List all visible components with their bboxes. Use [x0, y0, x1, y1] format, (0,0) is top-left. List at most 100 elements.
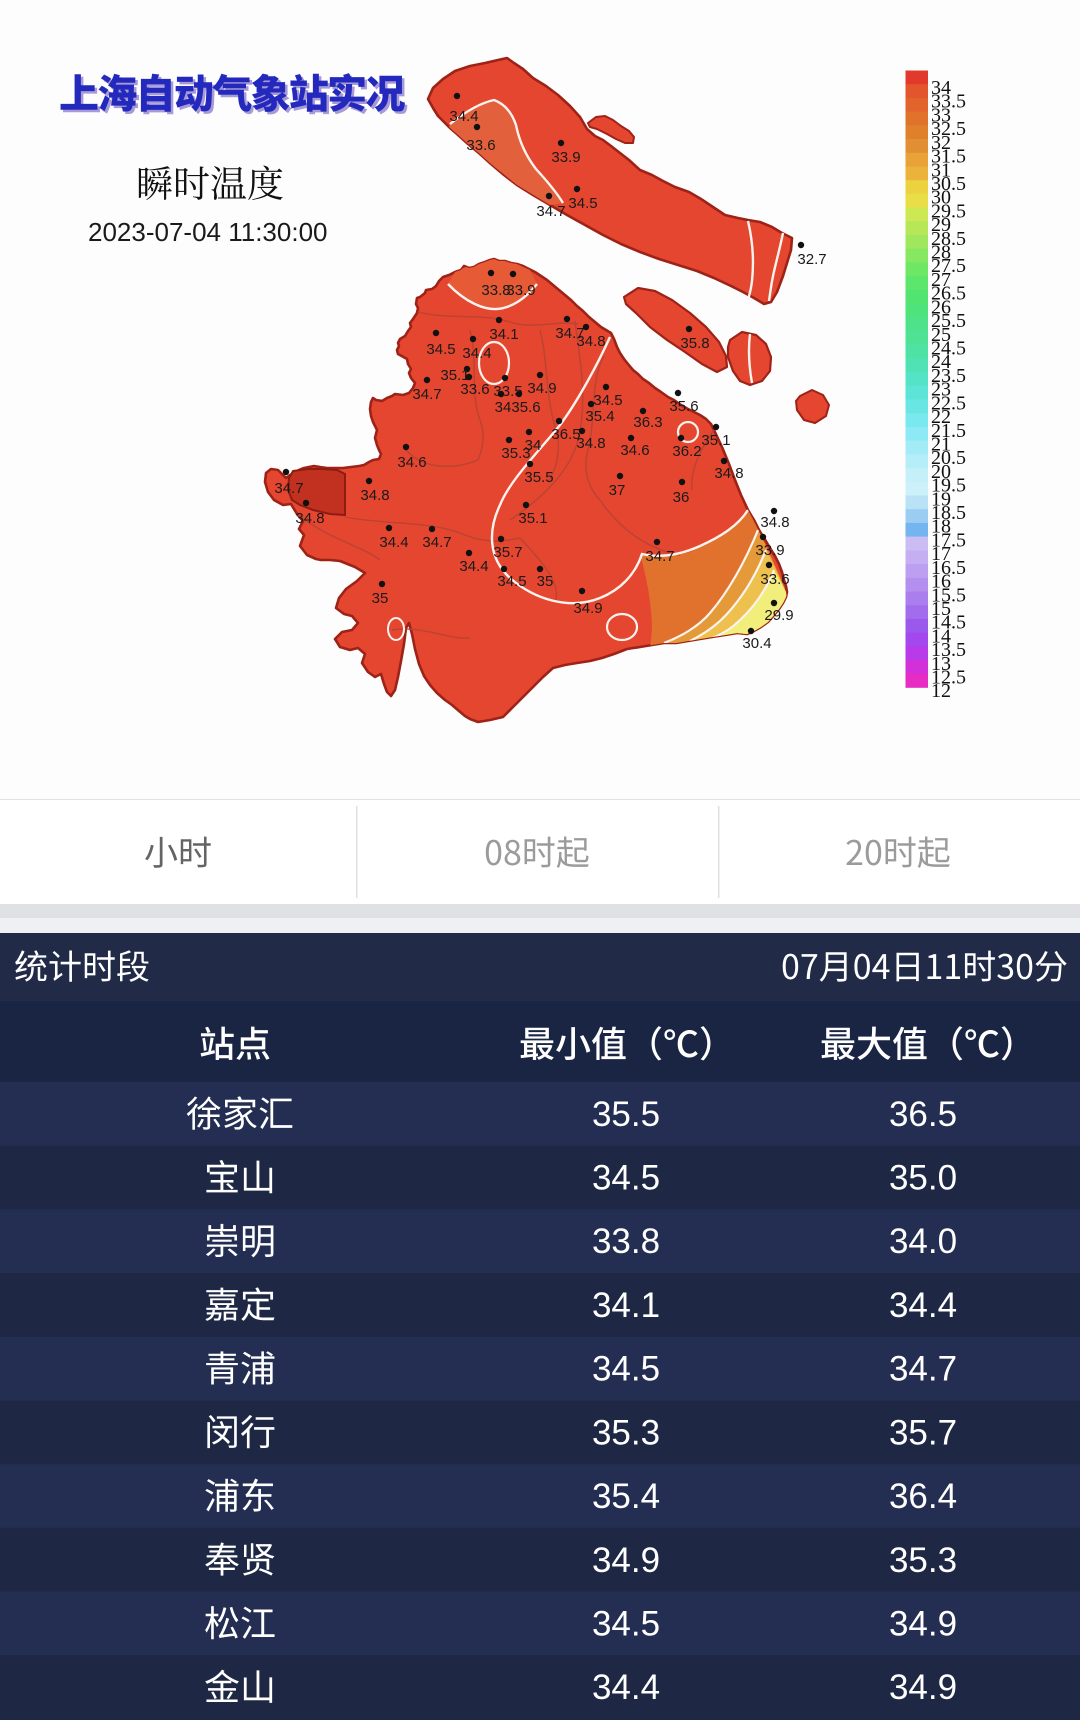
svg-text:23: 23	[931, 379, 951, 401]
svg-text:34.7: 34.7	[645, 548, 674, 565]
svg-text:35.3: 35.3	[592, 1413, 660, 1452]
svg-text:34: 34	[931, 77, 951, 99]
svg-text:36.5: 36.5	[551, 426, 580, 443]
svg-text:25: 25	[931, 324, 951, 346]
svg-text:33.9: 33.9	[506, 282, 535, 299]
svg-text:34.7: 34.7	[889, 1350, 957, 1389]
svg-text:15: 15	[931, 598, 951, 620]
svg-text:26.5: 26.5	[931, 283, 966, 305]
svg-text:36.3: 36.3	[633, 414, 662, 431]
svg-text:34.9: 34.9	[573, 600, 602, 617]
svg-text:35.8: 35.8	[680, 335, 709, 352]
svg-text:34.7: 34.7	[412, 386, 441, 403]
svg-text:35.3: 35.3	[889, 1541, 957, 1580]
svg-text:18: 18	[931, 516, 951, 538]
svg-text:2023-07-04 11:30:00: 2023-07-04 11:30:00	[88, 217, 328, 247]
svg-text:23.5: 23.5	[931, 365, 966, 387]
svg-text:34.5: 34.5	[568, 195, 597, 212]
svg-text:34.7: 34.7	[536, 203, 565, 220]
svg-text:16.5: 16.5	[931, 557, 966, 579]
svg-text:17: 17	[931, 543, 951, 565]
svg-text:36.5: 36.5	[889, 1095, 957, 1134]
svg-text:34.1: 34.1	[489, 326, 518, 343]
svg-text:35.1: 35.1	[518, 510, 547, 527]
svg-text:36: 36	[673, 489, 690, 506]
svg-text:34.4: 34.4	[462, 345, 491, 362]
svg-text:35.6: 35.6	[669, 398, 698, 415]
svg-text:24.5: 24.5	[931, 338, 966, 360]
svg-text:34.8: 34.8	[360, 487, 389, 504]
svg-text:17.5: 17.5	[931, 529, 966, 551]
svg-text:30.5: 30.5	[931, 173, 966, 195]
svg-text:34.4: 34.4	[592, 1668, 660, 1707]
svg-text:19.5: 19.5	[931, 475, 966, 497]
svg-text:29.5: 29.5	[931, 200, 966, 222]
svg-text:37: 37	[609, 482, 626, 499]
svg-text:12.5: 12.5	[931, 667, 966, 689]
svg-text:34.7: 34.7	[422, 534, 451, 551]
svg-text:34.6: 34.6	[397, 454, 426, 471]
svg-text:33.5: 33.5	[931, 91, 966, 113]
svg-text:34.5: 34.5	[593, 392, 622, 409]
svg-text:33.9: 33.9	[551, 149, 580, 166]
svg-text:33.6: 33.6	[760, 571, 789, 588]
svg-text:34.4: 34.4	[379, 534, 408, 551]
svg-text:21: 21	[931, 434, 951, 456]
svg-text:35.1: 35.1	[701, 432, 730, 449]
svg-text:14: 14	[931, 625, 951, 647]
svg-text:22: 22	[931, 406, 951, 428]
svg-text:35.4: 35.4	[585, 408, 614, 425]
svg-text:34.4: 34.4	[449, 108, 478, 125]
svg-text:36.4: 36.4	[889, 1477, 957, 1516]
svg-text:13: 13	[931, 653, 951, 675]
svg-text:12: 12	[931, 680, 951, 702]
svg-text:33.6: 33.6	[466, 137, 495, 154]
svg-text:34.5: 34.5	[426, 341, 455, 358]
svg-text:20.5: 20.5	[931, 447, 966, 469]
svg-text:33.8: 33.8	[481, 282, 510, 299]
svg-text:35.5: 35.5	[592, 1095, 660, 1134]
svg-text:34: 34	[525, 437, 542, 454]
svg-text:24: 24	[931, 351, 951, 373]
svg-text:35.0: 35.0	[889, 1159, 957, 1198]
svg-text:35.3: 35.3	[501, 445, 530, 462]
svg-text:14.5: 14.5	[931, 612, 966, 634]
svg-text:27.5: 27.5	[931, 255, 966, 277]
svg-text:34.9: 34.9	[527, 380, 556, 397]
svg-text:34.8: 34.8	[714, 465, 743, 482]
svg-text:32.5: 32.5	[931, 118, 966, 140]
svg-text:34.5: 34.5	[592, 1159, 660, 1198]
svg-text:16: 16	[931, 571, 951, 593]
svg-text:30: 30	[931, 187, 951, 209]
svg-text:18.5: 18.5	[931, 502, 966, 524]
svg-text:26: 26	[931, 296, 951, 318]
svg-text:31.5: 31.5	[931, 146, 966, 168]
svg-text:35.4: 35.4	[592, 1477, 660, 1516]
svg-text:34.1: 34.1	[592, 1286, 660, 1325]
svg-text:34.9: 34.9	[889, 1604, 957, 1643]
svg-text:35: 35	[537, 573, 554, 590]
svg-text:34.5: 34.5	[592, 1350, 660, 1389]
svg-text:30.4: 30.4	[742, 635, 771, 652]
svg-text:34.0: 34.0	[889, 1222, 957, 1261]
svg-text:32.7: 32.7	[797, 251, 826, 268]
svg-text:15.5: 15.5	[931, 584, 966, 606]
svg-text:29: 29	[931, 214, 951, 236]
svg-text:28: 28	[931, 242, 951, 264]
svg-text:36.2: 36.2	[672, 443, 701, 460]
svg-text:33: 33	[931, 104, 951, 126]
svg-text:34.9: 34.9	[889, 1668, 957, 1707]
svg-text:22.5: 22.5	[931, 392, 966, 414]
svg-text:33.6: 33.6	[460, 381, 489, 398]
svg-text:33.8: 33.8	[592, 1222, 660, 1261]
svg-text:34.8: 34.8	[295, 510, 324, 527]
svg-text:33.9: 33.9	[755, 542, 784, 559]
svg-text:25.5: 25.5	[931, 310, 966, 332]
svg-text:35.6: 35.6	[511, 399, 540, 416]
svg-text:34.6: 34.6	[620, 442, 649, 459]
svg-text:35.7: 35.7	[493, 544, 522, 561]
svg-text:34: 34	[495, 399, 512, 416]
svg-text:35: 35	[372, 590, 389, 607]
svg-text:27: 27	[931, 269, 951, 291]
svg-text:34.4: 34.4	[459, 558, 488, 575]
